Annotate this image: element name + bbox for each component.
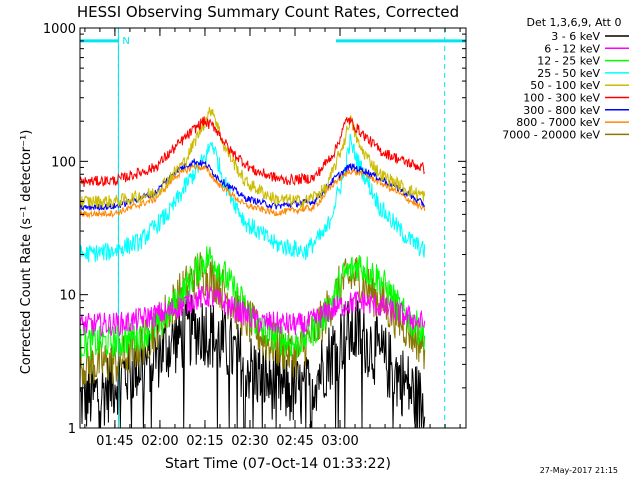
legend-label: 50 - 100 keV (530, 79, 600, 92)
y-tick-label: 1 (68, 422, 76, 437)
series-line-12-25-kev (79, 246, 426, 360)
legend-label: 12 - 25 keV (537, 55, 600, 68)
y-axis: 1 10 100 1000 (43, 22, 466, 437)
y-tick-label: 100 (51, 155, 76, 170)
legend-label: 25 - 50 keV (537, 67, 600, 80)
x-tick-label: 03:00 (321, 434, 358, 449)
series-line-800-7000-kev (79, 163, 426, 219)
series-line-6-12-kev (79, 284, 426, 338)
series-line-3-6-kev (79, 294, 426, 429)
legend-label: 6 - 12 keV (544, 42, 600, 55)
legend-label: 100 - 300 keV (523, 92, 600, 105)
x-tick-label: 02:45 (276, 434, 313, 449)
legend-label: 300 - 800 keV (523, 104, 600, 117)
footer-date: 27-May-2017 21:15 (540, 466, 618, 475)
flag-label: N (122, 36, 129, 47)
x-axis-label: Start Time (07-Oct-14 01:33:22) (165, 456, 391, 472)
legend-label: 3 - 6 keV (551, 30, 600, 43)
y-tick-label: 1000 (43, 22, 76, 37)
x-tick-label: 02:15 (186, 434, 223, 449)
y-tick-label: 10 (59, 289, 76, 304)
x-axis: 01:45 02:00 02:15 02:30 02:45 03:00 (84, 28, 461, 449)
plot-frame (79, 27, 467, 429)
x-tick-label: 01:45 (96, 434, 133, 449)
legend-label: 7000 - 20000 keV (502, 128, 600, 141)
plot-area: N (79, 28, 467, 429)
series-line-50-100-kev (79, 106, 426, 209)
series-line-100-300-kev (79, 116, 426, 187)
x-tick-label: 02:30 (231, 434, 268, 449)
legend-label: 800 - 7000 keV (516, 116, 600, 129)
chart-title: HESSI Observing Summary Count Rates, Cor… (77, 3, 459, 21)
y-axis-label: Corrected Count Rate (s⁻¹ detector⁻¹) (19, 130, 34, 375)
x-tick-label: 02:00 (141, 434, 178, 449)
legend-header: Det 1,3,6,9, Att 0 (527, 16, 622, 29)
